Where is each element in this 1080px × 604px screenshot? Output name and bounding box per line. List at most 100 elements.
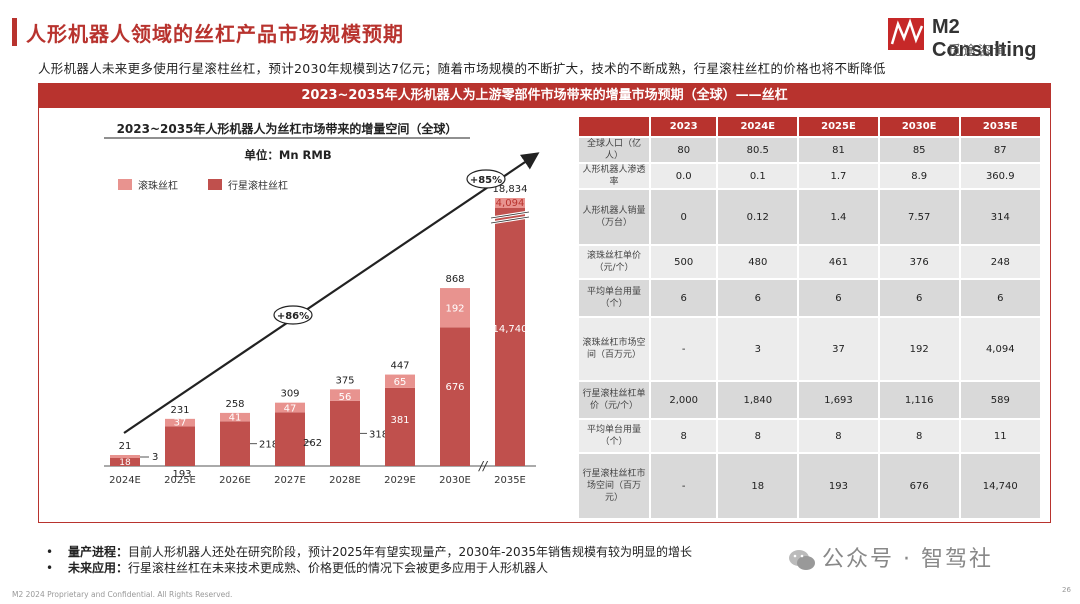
total-label: 868 xyxy=(445,274,464,285)
table-corner-cell xyxy=(577,115,651,138)
page-number: 26 xyxy=(1062,586,1071,594)
table-cell: 6 xyxy=(797,278,880,318)
watermark: 公众号 · 智驾社 xyxy=(788,541,993,574)
table-cell: 6 xyxy=(716,278,800,318)
forecast-table: 2023 2024E 2025E 2030E 2035E 全球人口（亿人） 80 80.5 8… xyxy=(577,115,1043,520)
x-tick-label: 2035E xyxy=(494,475,526,486)
table-cell: 81 xyxy=(797,136,880,164)
table-row: 人形机器人渗透率 0.0 0.1 1.7 8.9 360.9 xyxy=(577,162,1043,190)
table-row-label: 人形机器人渗透率 xyxy=(577,162,651,190)
table-cell: 6 xyxy=(648,278,719,318)
value-label-planetary: 318 xyxy=(369,429,388,440)
chart-unit: 单位：Mn RMB xyxy=(244,148,331,162)
bar-planetary-2026E xyxy=(220,421,250,466)
break-mark-edge xyxy=(490,211,530,219)
table-cell: 376 xyxy=(877,244,961,280)
total-label: 231 xyxy=(170,405,189,416)
notes-list: • 量产进程： 目前人形机器人还处在研究阶段，预计2025年有望实现量产，203… xyxy=(46,544,692,576)
growth-badge xyxy=(273,305,313,325)
table-cell: 1,840 xyxy=(716,380,800,420)
table-cell: 8 xyxy=(797,418,880,454)
bullet: • xyxy=(46,545,54,559)
note-text: 目前人形机器人还处在研究阶段，预计2025年有望实现量产，2030年-2035年… xyxy=(128,545,692,559)
table-row-label: 行星滚柱丝杠单价（元/个） xyxy=(577,380,651,420)
table-row: 人形机器人销量（万台） 0 0.12 1.4 7.57 314 xyxy=(577,188,1043,246)
trend-arrow xyxy=(123,152,540,434)
table-cell: 480 xyxy=(716,244,800,280)
wechat-icon xyxy=(789,550,815,570)
bar-ball-2030E xyxy=(440,288,470,328)
value-label-planetary-below: 193 xyxy=(172,469,191,480)
x-tick-label: 2024E xyxy=(109,475,141,486)
watermark-text: 公众号 · 智驾社 xyxy=(822,547,993,572)
note-label: 未来应用： xyxy=(68,561,129,575)
value-label-ball: 56 xyxy=(339,392,352,403)
value-label-planetary: 14,740 xyxy=(493,324,528,335)
value-label-ball: 41 xyxy=(229,412,242,423)
chart-title: 2023~2035年人形机器人为丝杠市场带来的增量空间（全球） xyxy=(117,121,458,136)
table-cell: 3 xyxy=(716,316,800,382)
bar-planetary-2030E xyxy=(440,327,470,466)
legend-swatch-planetary-screw xyxy=(208,179,222,190)
table-header-cell: 2024E xyxy=(716,115,800,138)
table-cell: 0.1 xyxy=(716,162,800,190)
table-cell: 193 xyxy=(797,452,880,520)
table-row: 行星滚柱丝杠单价（元/个） 2,000 1,840 1,693 1,116 589 xyxy=(577,380,1043,420)
table-cell: 8 xyxy=(716,418,800,454)
content-frame: 2023~2035年人形机器人为上游零部件市场带来的增量市场预期（全球）——丝杠… xyxy=(38,83,1051,523)
table-cell: 0.0 xyxy=(648,162,719,190)
table-cell: 589 xyxy=(958,380,1043,420)
x-tick-label: 2025E xyxy=(164,475,196,486)
table-row-label: 全球人口（亿人） xyxy=(577,136,651,164)
table-cell: 1.4 xyxy=(797,188,880,246)
x-tick-label: 2030E xyxy=(439,475,471,486)
logo-name: M2 Consulting xyxy=(932,16,1037,61)
table-header-row: 2023 2024E 2025E 2030E 2035E xyxy=(577,115,1043,138)
table-cell: 6 xyxy=(877,278,961,318)
bar-ball-2024E xyxy=(110,455,140,458)
value-label-planetary: 676 xyxy=(445,382,464,393)
table-row: 平均单台用量（个） 6 6 6 6 6 xyxy=(577,278,1043,318)
value-label-planetary: 262 xyxy=(303,438,322,449)
bar-planetary-2028E xyxy=(330,400,360,466)
table-cell: 87 xyxy=(958,136,1043,164)
bar-chart: 2023~2035年人形机器人为丝杠市场带来的增量空间（全球） 单位：Mn RMB… xyxy=(104,121,540,486)
bar-ball-2025E xyxy=(165,418,195,427)
company-logo: M2 Consulting 觅途咨询 xyxy=(888,14,1068,61)
total-label: 309 xyxy=(280,389,299,400)
table-header-cell: 2035E xyxy=(958,115,1043,138)
value-label-planetary: 18 xyxy=(119,458,131,468)
chart-panel: 2023~2035年人形机器人为丝杠市场带来的增量空间（全球） 单位：Mn RMB… xyxy=(40,109,568,521)
growth-badge xyxy=(466,169,506,189)
table-row: 行星滚柱丝杠市场空间（百万元） -18 193 676 14,740 xyxy=(577,452,1043,520)
bar-ball-2028E xyxy=(330,389,360,401)
table-cell: 4,094 xyxy=(958,316,1043,382)
table-cell: - xyxy=(648,316,719,382)
table-cell: 1,116 xyxy=(877,380,961,420)
note-item: • 量产进程： 目前人形机器人还处在研究阶段，预计2025年有望实现量产，203… xyxy=(46,544,692,560)
value-label-ball: 37 xyxy=(174,417,187,428)
x-tick-label: 2028E xyxy=(329,475,361,486)
value-label-planetary: 381 xyxy=(390,415,409,426)
table-row-label: 滚珠丝杠单价（元/个） xyxy=(577,244,651,280)
table-cell: 11 xyxy=(958,418,1043,454)
growth-label: +86% xyxy=(277,311,309,322)
table-cell: 14,740 xyxy=(958,452,1043,520)
bar-planetary-2024E xyxy=(110,458,140,466)
table-cell: 1.7 xyxy=(797,162,880,190)
m2-logo-icon xyxy=(888,18,924,50)
table-cell: 37 xyxy=(797,316,880,382)
table-header-cell: 2030E xyxy=(877,115,961,138)
break-mark-edge xyxy=(490,216,530,224)
table-row-label: 平均单台用量（个） xyxy=(577,278,651,318)
table-header-cell: 2025E xyxy=(797,115,880,138)
table-header-cell: 2023 xyxy=(648,115,719,138)
total-label: 375 xyxy=(335,375,354,386)
table-cell: 676 xyxy=(877,452,961,520)
table-cell: 192 xyxy=(877,316,961,382)
table-row: 滚珠丝杠单价（元/个） 500 480 461 376 248 xyxy=(577,244,1043,280)
x-tick-label: 2029E xyxy=(384,475,416,486)
legend-swatch-ball-screw xyxy=(118,179,132,190)
title-accent-bar xyxy=(12,18,17,46)
table-row: 平均单台用量（个） 8 8 8 8 11 xyxy=(577,418,1043,454)
